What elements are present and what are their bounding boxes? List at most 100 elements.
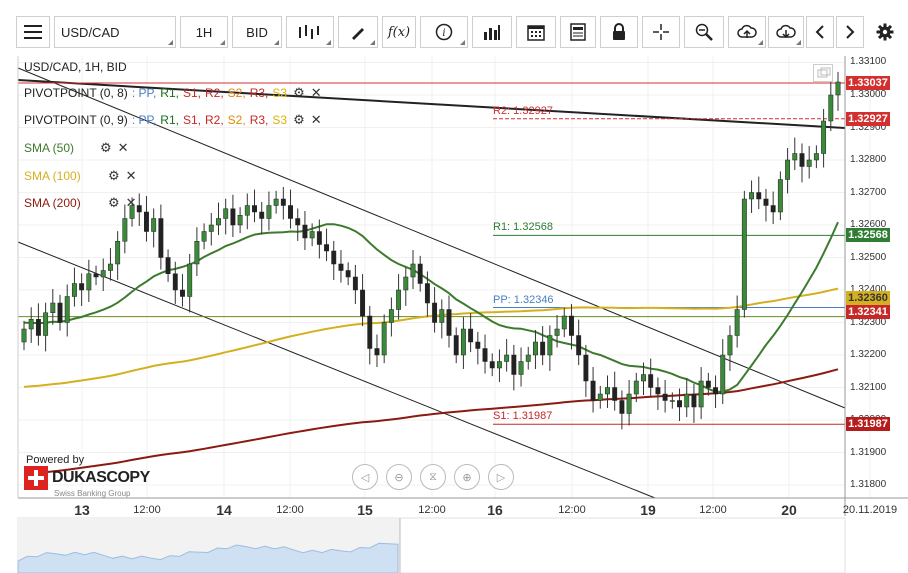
candle-body: [741, 198, 747, 310]
gear-icon[interactable]: ⚙: [100, 140, 112, 155]
indicators-button[interactable]: f(x): [382, 16, 416, 48]
instrument-select[interactable]: USD/CAD: [54, 16, 176, 48]
candle-body: [785, 159, 791, 180]
pencil-icon: [352, 28, 364, 40]
expand-icon: [817, 67, 831, 78]
candle-body: [720, 354, 726, 395]
close-icon[interactable]: ✕: [125, 168, 137, 183]
scroll-left-button[interactable]: [806, 16, 834, 48]
hamburger-menu-button[interactable]: [16, 16, 50, 48]
price-tag: 1.33037: [846, 75, 890, 90]
price-tag: 1.32568: [846, 228, 890, 243]
candle-body: [554, 328, 560, 336]
candle-body: [64, 296, 70, 323]
legend-sma-100-label: SMA (100): [24, 169, 81, 183]
legend-sma-50[interactable]: SMA (50) ⚙ ✕: [24, 140, 129, 156]
upload-button[interactable]: [728, 16, 766, 48]
candle-body: [453, 335, 459, 356]
prev-icon[interactable]: ◁: [352, 464, 378, 490]
candle-body: [129, 205, 135, 219]
legend-sma-200[interactable]: SMA (200) ⚙ ✕: [24, 195, 137, 211]
price-tag: 1.32341: [846, 305, 890, 320]
x-axis-label: 14: [216, 502, 232, 518]
cloud-download-icon: [776, 24, 796, 39]
candle-body: [569, 315, 574, 336]
close-icon[interactable]: ✕: [117, 140, 129, 155]
gear-icon[interactable]: ⚙: [108, 195, 120, 210]
drawing-tools-button[interactable]: [338, 16, 378, 48]
pivot-part-0: : PP,: [131, 113, 157, 127]
report-button[interactable]: [560, 16, 596, 48]
pivot-label-r1: R1: 1.32568: [493, 221, 553, 234]
legend-pivot-8-label: PIVOTPOINT (0, 8): [24, 86, 128, 100]
legend-sma-100[interactable]: SMA (100) ⚙ ✕: [24, 168, 137, 184]
x-axis-label: 20: [781, 502, 797, 518]
candle-body: [489, 361, 495, 369]
x-axis-label: 20.11.2019: [842, 504, 898, 516]
gear-icon[interactable]: ⚙: [108, 168, 120, 183]
side-select[interactable]: BID: [232, 16, 282, 48]
candle-body: [835, 81, 841, 96]
candle-body: [194, 241, 200, 265]
candle-body: [151, 218, 157, 232]
crosshair-icon: [653, 24, 669, 40]
expand-button[interactable]: [813, 64, 833, 82]
candle-body: [28, 319, 34, 330]
y-axis-label: 1.32300: [850, 316, 887, 328]
candle-body: [100, 270, 106, 278]
lock-icon: [613, 23, 625, 40]
gear-icon[interactable]: ⚙: [293, 112, 305, 127]
legend-pivot-8-parts: : PP, R1, S1, R2, S2, R3, S3: [128, 86, 287, 100]
candle-body: [619, 400, 625, 414]
zoom-button[interactable]: [684, 16, 724, 48]
chart-type-button[interactable]: [286, 16, 334, 48]
trendline-upper: [17, 79, 846, 129]
settings-button[interactable]: [868, 16, 902, 48]
calendar-button[interactable]: [516, 16, 556, 48]
candle-body: [187, 263, 193, 297]
download-button[interactable]: [768, 16, 804, 48]
instrument-label: USD/CAD: [61, 24, 120, 40]
period-select[interactable]: 1H: [180, 16, 228, 48]
candle-body: [648, 374, 654, 388]
chart-area[interactable]: USD/CAD, 1H, BID PIVOTPOINT (0, 8) : PP,…: [0, 56, 908, 573]
chevron-right-icon: [846, 25, 855, 39]
candle-body: [576, 335, 582, 356]
close-icon[interactable]: ✕: [125, 195, 137, 210]
candle-body: [698, 380, 704, 408]
candle-body: [266, 205, 272, 219]
candle-body: [677, 400, 682, 408]
candle-body: [136, 205, 142, 213]
legend-pivot-9-label: PIVOTPOINT (0, 9): [24, 113, 128, 127]
legend-pivot-8[interactable]: PIVOTPOINT (0, 8) : PP, R1, S1, R2, S2, R3, S3…: [24, 85, 322, 101]
y-axis-label: 1.32100: [850, 381, 887, 393]
zoom-in-icon[interactable]: ⊕: [454, 464, 480, 490]
x-axis-label: 13: [74, 502, 90, 518]
scroll-right-button[interactable]: [836, 16, 864, 48]
bar-chart-button[interactable]: [472, 16, 512, 48]
zoom-out-icon[interactable]: ⊖: [386, 464, 412, 490]
y-axis-label: 1.32500: [850, 251, 887, 263]
candle-body: [525, 354, 531, 362]
candle-body: [86, 273, 92, 291]
price-chart[interactable]: [0, 56, 908, 573]
legend-sma-50-label: SMA (50): [24, 141, 75, 155]
close-icon[interactable]: ✕: [310, 85, 322, 100]
reset-icon[interactable]: ⧖: [420, 464, 446, 490]
pivot-label-pp: PP: 1.32346: [493, 293, 554, 306]
candle-body: [511, 354, 517, 375]
legend-pivot-9[interactable]: PIVOTPOINT (0, 9) : PP, R1, S1, R2, S2, R3, S3…: [24, 112, 322, 128]
candle-body: [641, 374, 646, 382]
info-button[interactable]: i: [420, 16, 468, 48]
close-icon[interactable]: ✕: [310, 112, 322, 127]
pivot-label-r2: R2: 1.32927: [493, 104, 553, 117]
crosshair-button[interactable]: [642, 16, 680, 48]
lock-button[interactable]: [600, 16, 638, 48]
sma-100-line: [23, 287, 839, 388]
x-axis-label: 12:00: [699, 504, 727, 516]
gear-icon[interactable]: ⚙: [293, 85, 305, 100]
candle-body: [705, 380, 711, 388]
candle-body: [302, 224, 308, 239]
next-icon[interactable]: ▷: [488, 464, 514, 490]
period-label: 1H: [195, 24, 213, 40]
